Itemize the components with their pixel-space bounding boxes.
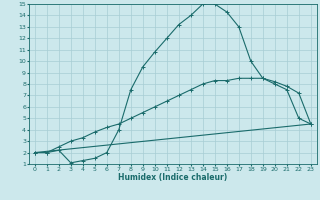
X-axis label: Humidex (Indice chaleur): Humidex (Indice chaleur) [118,173,228,182]
